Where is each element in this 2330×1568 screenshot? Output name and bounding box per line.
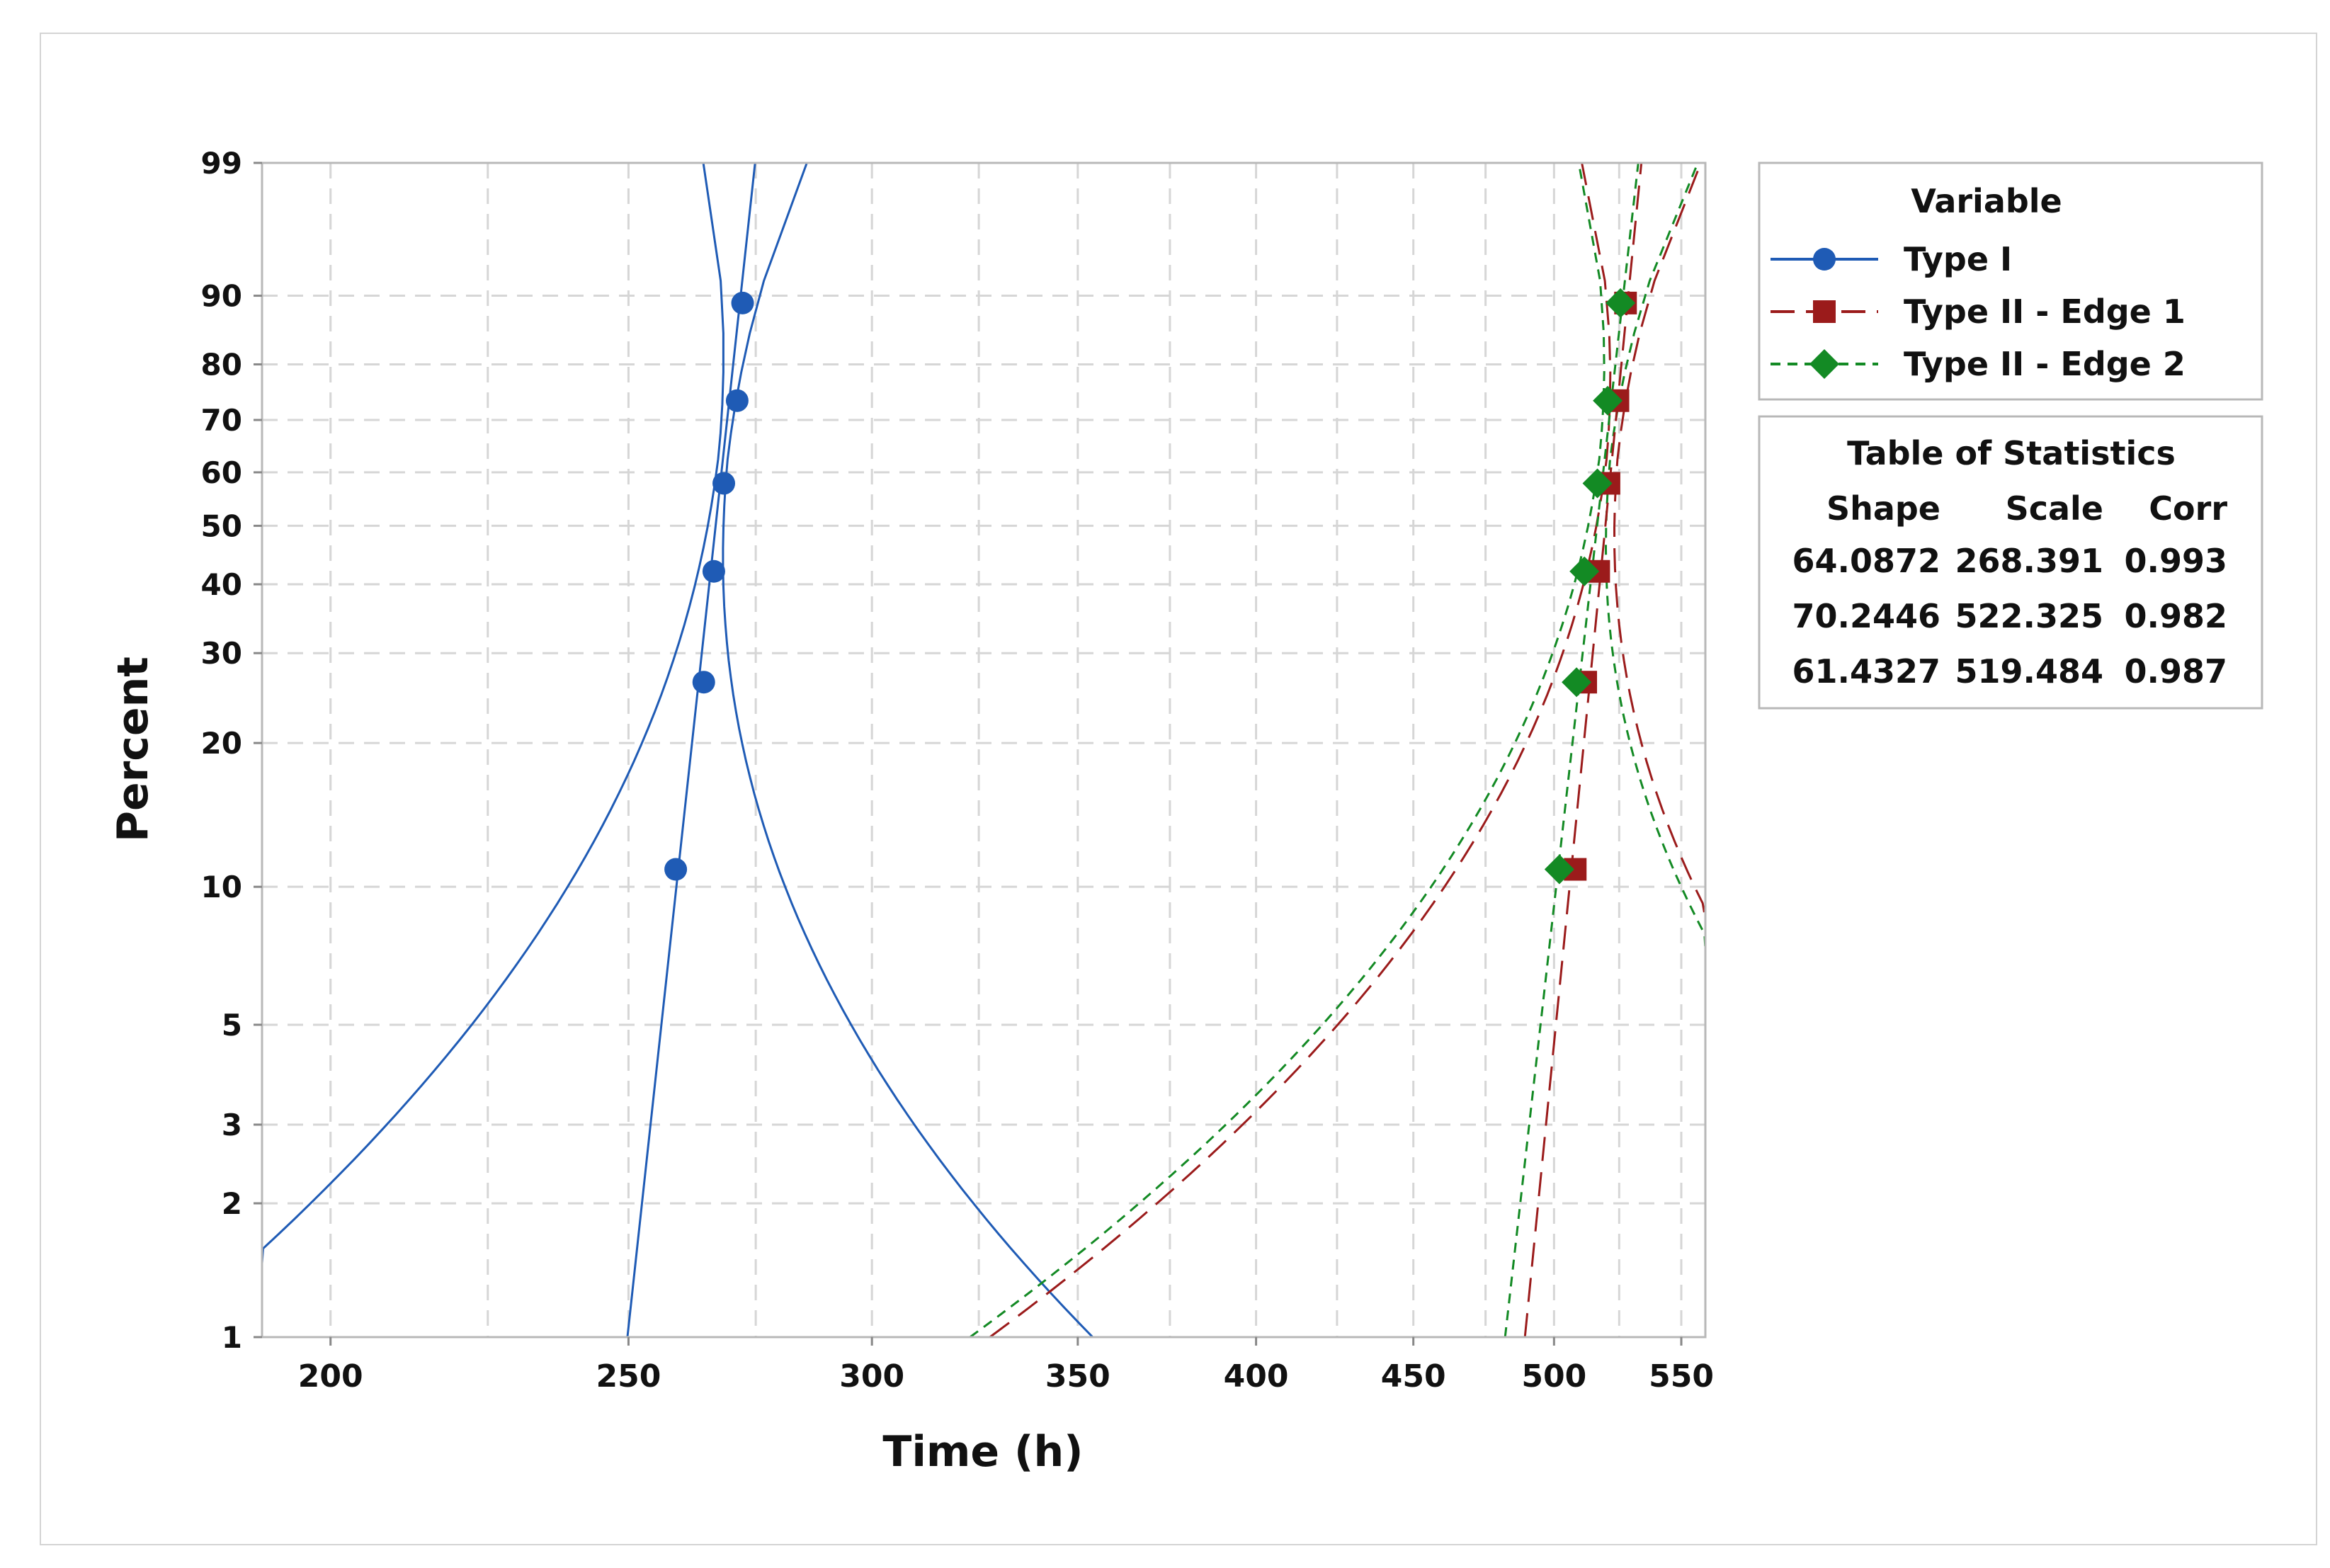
data-point (1562, 667, 1592, 698)
x-tick-label: 550 (1649, 1358, 1714, 1394)
statistics-cell: 0.982 (2124, 597, 2227, 635)
x-tick-label: 200 (298, 1358, 363, 1394)
y-tick-label: 60 (201, 455, 242, 490)
legend-items: Type I Type II - Edge 1 Type II - Edge 2 (1771, 240, 2186, 383)
x-axis-title: Time (h) (882, 1427, 1083, 1477)
fit-lines (626, 162, 1643, 1338)
data-point (725, 389, 749, 412)
statistics-cell: 519.484 (1955, 652, 2103, 691)
legend-marker-square (1813, 300, 1836, 323)
data-point (692, 671, 715, 694)
confidence-bands (261, 162, 1707, 1339)
y-tick-label: 50 (201, 509, 242, 543)
confidence-band-upper (722, 162, 1093, 1339)
x-tick-label: 500 (1521, 1358, 1586, 1394)
x-tick-label: 350 (1045, 1358, 1110, 1394)
statistics-cell: 0.993 (2124, 542, 2227, 580)
data-point (1593, 385, 1623, 416)
data-point (731, 291, 754, 314)
legend-label: Type II - Edge 1 (1904, 292, 2186, 331)
y-tick-label: 40 (201, 567, 242, 602)
statistics-cell: 0.987 (2124, 652, 2227, 691)
plot-area-border (261, 161, 1707, 1339)
legend-label: Type II - Edge 2 (1904, 345, 2186, 383)
grid-layer (262, 161, 1705, 1339)
confidence-band-lower (989, 162, 1612, 1339)
data-point (712, 472, 736, 495)
legend-title: Variable (1911, 182, 2062, 220)
data-points (664, 288, 1637, 885)
x-tick-label: 300 (839, 1358, 904, 1394)
legend-marker-circle (1813, 248, 1836, 271)
x-tick-label: 450 (1381, 1358, 1446, 1394)
y-tick-label: 70 (201, 403, 242, 438)
statistics-cell: 70.2446 (1792, 597, 1940, 635)
statistics-box (1758, 415, 2263, 710)
statistics-header: Corr (2149, 489, 2227, 528)
statistics-header: Scale (2006, 489, 2103, 528)
data-point (1569, 556, 1600, 586)
legend-label: Type I (1904, 240, 2012, 278)
y-tick-label: 99 (201, 146, 242, 181)
legend-marker-diamond (1809, 349, 1839, 379)
statistics-cell: 268.391 (1955, 542, 2103, 580)
statistics-title: Table of Statistics (1847, 434, 2176, 472)
x-tick-label: 250 (596, 1358, 661, 1394)
y-tick-label: 20 (201, 726, 242, 761)
y-tick-label: 5 (222, 1008, 242, 1043)
x-tick-label: 400 (1224, 1358, 1289, 1394)
statistics-table: Table of Statistics Shape Scale Corr 64.087… (1758, 415, 2263, 710)
data-point (1544, 854, 1574, 885)
statistics-cell: 61.4327 (1792, 652, 1940, 691)
legend: Variable Type I Type II - Edge 1 Type II -… (1758, 161, 2263, 401)
fit-line (626, 162, 756, 1338)
statistics-header: Shape (1826, 489, 1940, 528)
confidence-band-lower (969, 162, 1606, 1339)
y-tick-label: 2 (222, 1186, 242, 1221)
data-point (1582, 468, 1613, 499)
y-tick-label: 10 (201, 870, 242, 904)
data-point (664, 858, 688, 881)
y-axis-ticks: 1 2 3 5 10 20 30 40 50 60 70 80 90 99 (201, 146, 262, 1355)
data-point (1606, 288, 1636, 318)
fit-line (1523, 162, 1643, 1338)
statistics-cells: Shape Scale Corr 64.0872 268.391 0.993 70.2446… (1792, 489, 2227, 691)
confidence-band-upper (1613, 162, 1707, 1337)
y-tick-label: 90 (201, 279, 242, 314)
y-tick-label: 30 (201, 636, 242, 671)
y-tick-label: 3 (222, 1108, 242, 1142)
y-tick-label: 80 (201, 347, 242, 382)
statistics-cell: 64.0872 (1792, 542, 1940, 580)
data-point (702, 559, 725, 583)
y-tick-label: 1 (222, 1320, 242, 1355)
x-axis-ticks: 200 250 300 350 400 450 500 550 (298, 1337, 1714, 1394)
confidence-band-lower (261, 162, 724, 1337)
confidence-band-upper (1604, 162, 1707, 1337)
legend-box (1758, 161, 2263, 401)
statistics-cell: 522.325 (1955, 597, 2103, 635)
y-axis-title: Percent (108, 657, 158, 842)
